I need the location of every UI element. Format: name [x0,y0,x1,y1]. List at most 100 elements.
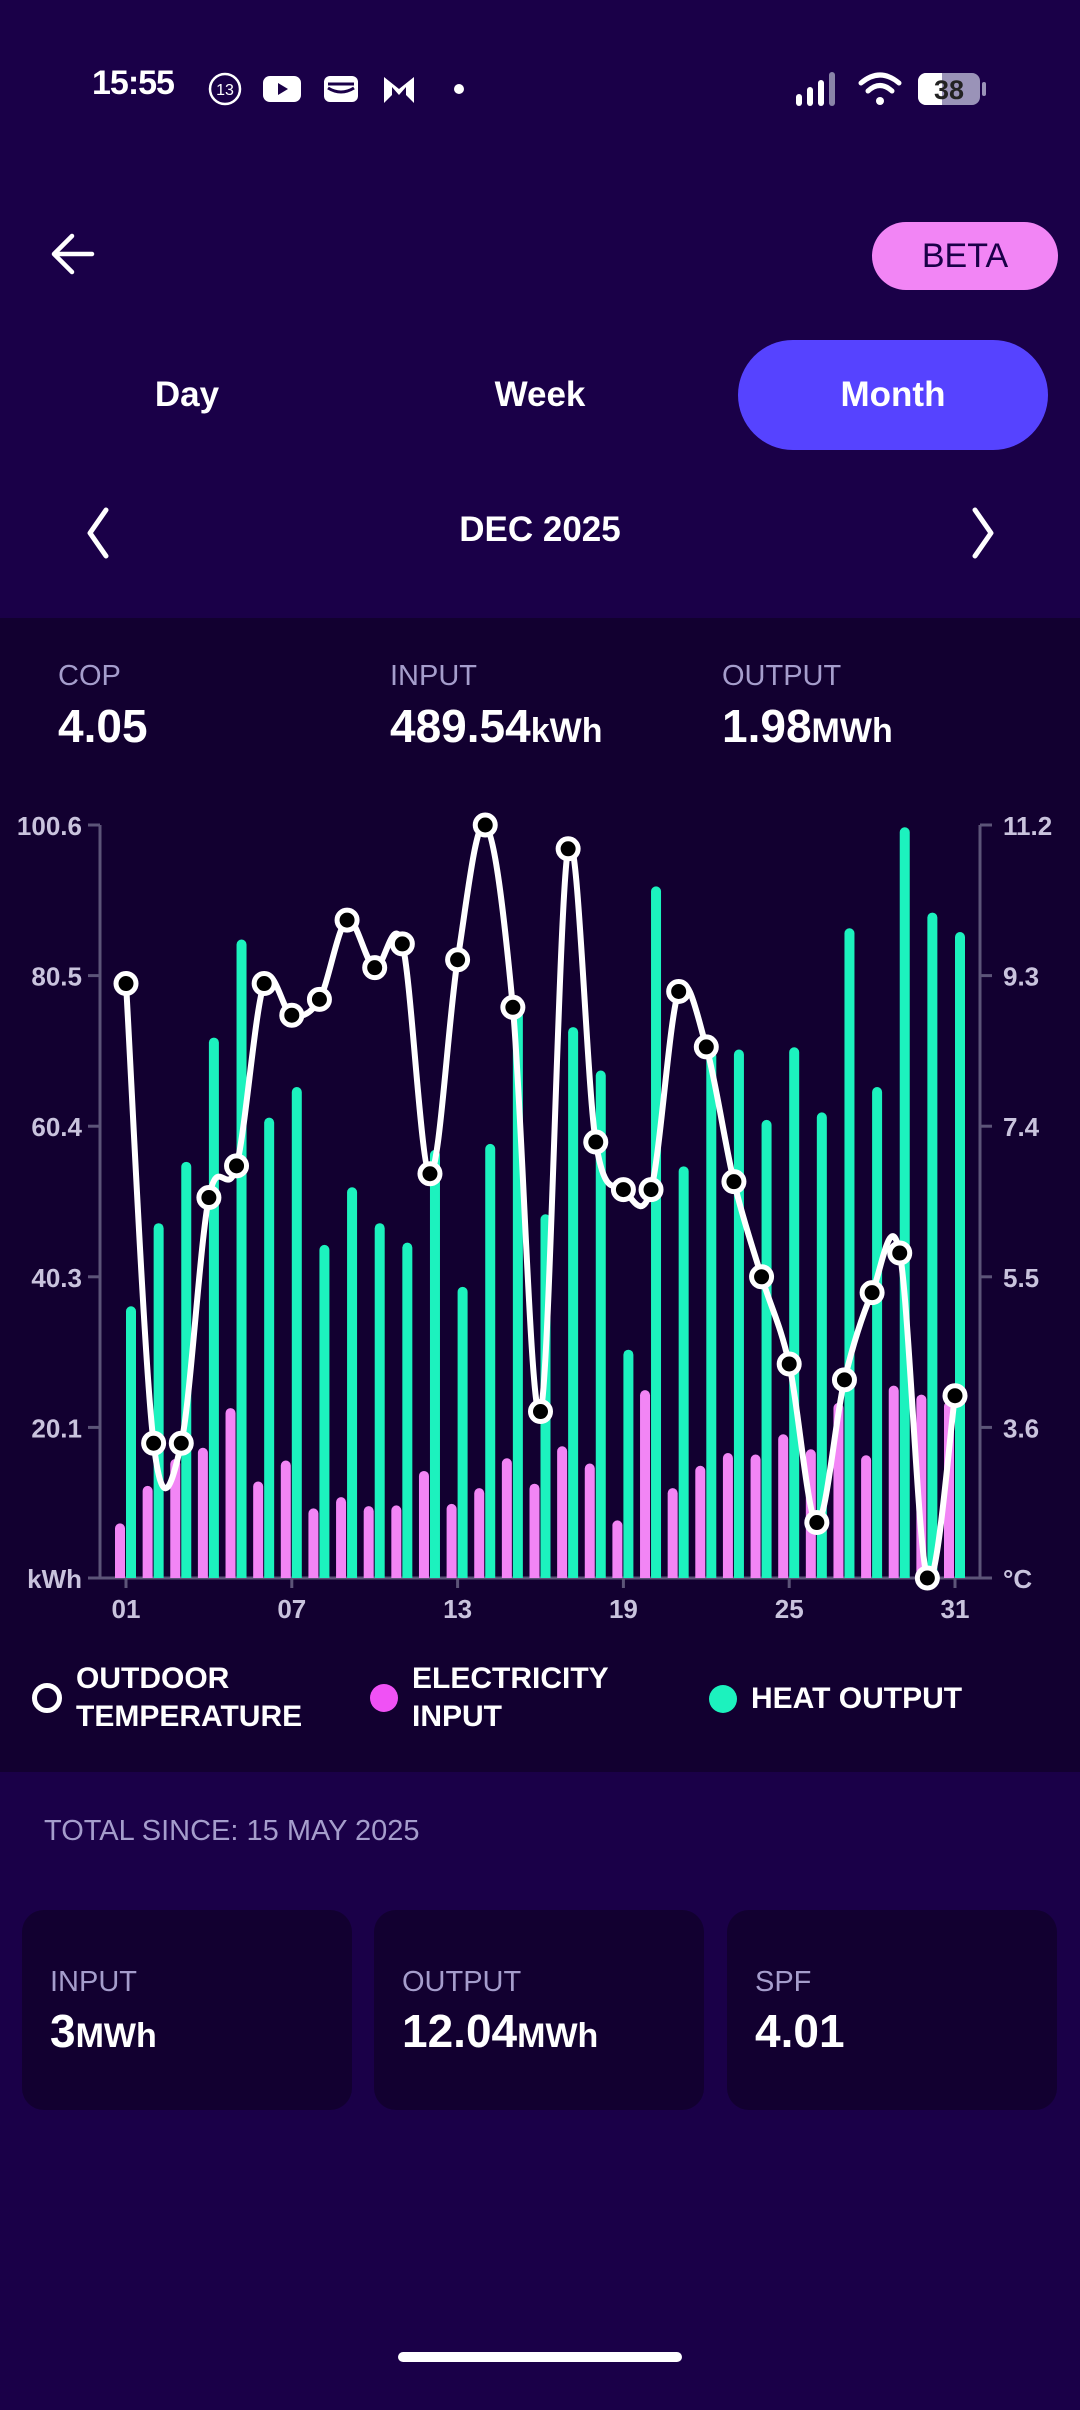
heat-output-bar [623,1349,634,1578]
temperature-point [859,1280,885,1306]
card-label: SPF [755,1966,812,1998]
card-value: 4.01 [755,2005,845,2057]
temperature-point [196,1185,222,1211]
electricity-bar [170,1458,181,1578]
heat-output-bar [706,1051,717,1578]
right-tick-label: 5.5 [1003,1263,1039,1293]
heat-output-bar [678,1166,689,1578]
electricity-bar [750,1454,761,1578]
card-label: INPUT [50,1966,137,1998]
heat-output-bar [761,1119,772,1578]
legend-label: OUTDOOR [76,1662,230,1695]
wallet-icon [322,70,360,108]
output-unit: MWh [811,712,893,750]
temperature-point [224,1153,250,1179]
x-tick-label: 19 [609,1594,638,1624]
temperature-point [251,971,277,997]
heat-output-bar [264,1117,275,1578]
x-tick-label: 07 [277,1594,306,1624]
legend-label: TEMPERATURE [76,1700,303,1733]
temperature-point [914,1565,940,1591]
right-tick-label: 11.2 [1003,811,1052,841]
notification-count: 13 [216,82,234,99]
electricity-bar [363,1506,374,1578]
back-button[interactable] [48,226,104,282]
temperature-point [334,907,360,933]
battery-level: 38 [934,75,964,105]
electricity-bar [667,1488,678,1578]
more-dot-icon [440,70,478,108]
heat-output-bar [347,1187,358,1578]
electricity-bar [474,1488,485,1578]
heat-output-bar [208,1037,219,1578]
electricity-bar [584,1463,595,1578]
tab-month[interactable]: Month [738,340,1048,450]
temperature-point [141,1430,167,1456]
heat-output-bar [485,1143,496,1578]
tab-week[interactable]: Week [494,375,586,414]
next-period-button[interactable] [955,500,1015,566]
summary-output: OUTPUT 1.98MWh [722,660,893,753]
cop-label: COP [58,660,121,692]
heat-output-bar [789,1047,800,1578]
left-tick-label: 20.1 [31,1413,82,1443]
card-unit: MWh [517,2017,599,2055]
temperature-point [472,812,498,838]
summary-input: INPUT 489.54kWh [390,660,602,753]
legend-dot-icon [709,1685,737,1713]
temperature-point [831,1367,857,1393]
right-tick-label: 7.4 [1003,1112,1040,1142]
heat-output-bar [236,939,247,1578]
legend-label: INPUT [412,1700,502,1733]
electricity-bar [336,1497,347,1578]
right-tick-label: 3.6 [1003,1413,1039,1443]
left-tick-label: 40.3 [31,1263,82,1293]
temperature-point [887,1240,913,1266]
previous-period-button[interactable] [66,500,126,566]
electricity-bar [557,1446,568,1578]
electricity-bar [418,1470,429,1578]
temperature-point [776,1351,802,1377]
x-tick-label: 25 [775,1594,804,1624]
temperature-point [555,836,581,862]
heat-output-bar [872,1086,883,1578]
heat-output-bar [429,1149,440,1578]
temperature-point [721,1169,747,1195]
temperature-point [279,1002,305,1028]
output-label: OUTPUT [722,660,842,692]
tab-day[interactable]: Day [154,375,220,414]
heat-output-bar [899,827,910,1578]
electricity-bar [722,1452,733,1578]
heat-output-bar [291,1086,302,1578]
electricity-bar [612,1520,623,1578]
legend-temperature: OUTDOOR TEMPERATURE [32,1660,302,1736]
right-axis-unit: °C [1003,1564,1032,1594]
total-input-card: INPUT 3MWh [22,1910,352,2110]
temperature-point [500,994,526,1020]
temperature-point [942,1383,968,1409]
temperature-point [362,955,388,981]
left-axis-unit: kWh [27,1564,82,1594]
electricity-bar [888,1385,899,1578]
total-output-card: OUTPUT 12.04MWh [374,1910,704,2110]
heat-output-bar [181,1161,192,1578]
x-tick-label: 31 [941,1594,970,1624]
temperature-point [693,1034,719,1060]
beta-badge: BETA [872,222,1058,290]
legend-heat: HEAT OUTPUT [709,1680,962,1718]
right-tick-label: 9.3 [1003,962,1039,992]
input-label: INPUT [390,660,477,692]
left-tick-label: 60.4 [31,1112,82,1142]
home-indicator[interactable] [398,2352,682,2362]
legend-ring-icon [32,1683,62,1713]
chart-panel: COP 4.05 INPUT 489.54kWh OUTPUT 1.98MWh … [0,618,1080,1772]
electricity-bar [446,1503,457,1578]
heat-output-bar [927,912,938,1578]
signal-icon [796,70,840,108]
temperature-point [583,1129,609,1155]
electricity-bar [695,1465,706,1578]
card-unit: MWh [75,2017,157,2055]
heat-output-bar [153,1223,164,1578]
electricity-bar [778,1434,789,1578]
electricity-bar [253,1481,264,1578]
